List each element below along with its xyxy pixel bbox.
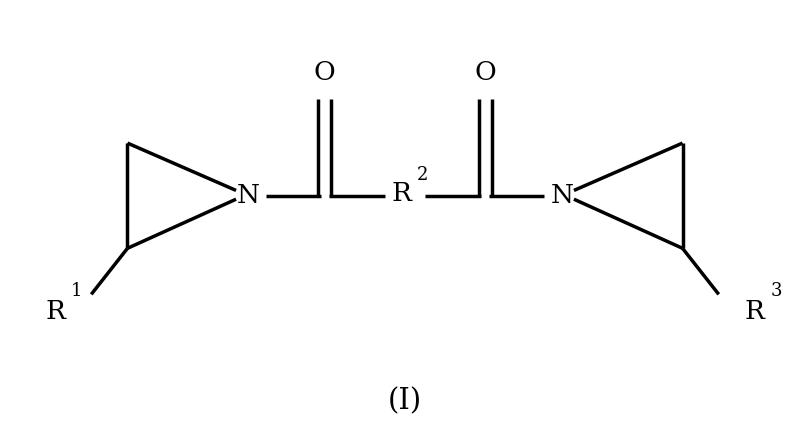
Text: O: O (475, 60, 497, 85)
Text: R: R (745, 299, 765, 325)
Text: N: N (550, 183, 573, 208)
Text: O: O (313, 60, 335, 85)
Text: 1: 1 (71, 282, 83, 300)
Text: N: N (237, 183, 260, 208)
Text: R: R (45, 299, 65, 325)
Text: 2: 2 (417, 166, 428, 184)
Text: (I): (I) (388, 388, 422, 416)
Text: 3: 3 (771, 282, 782, 300)
Text: R: R (391, 181, 411, 206)
